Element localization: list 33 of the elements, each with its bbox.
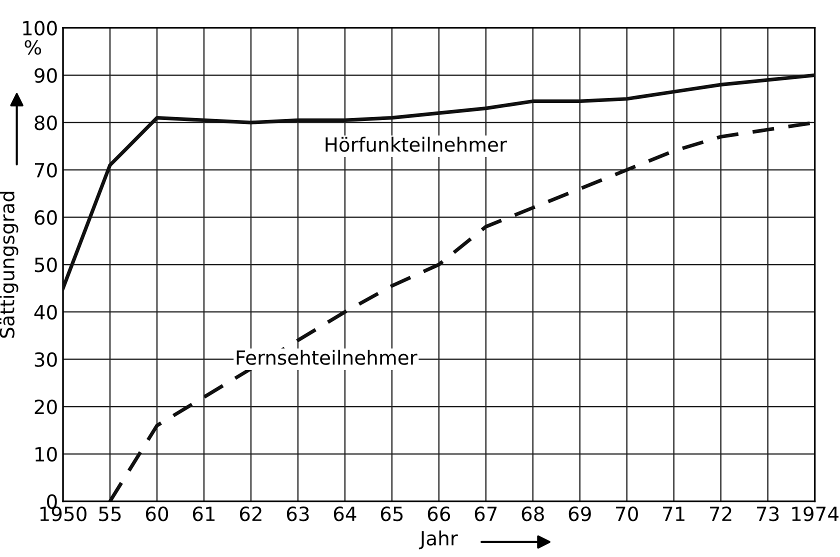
y-tick-label: 30: [34, 352, 57, 367]
x-tick-label: 63: [286, 506, 309, 522]
x-tick-label: 60: [146, 506, 168, 522]
y-tick-label: 70: [34, 162, 57, 178]
y-tick-label: 50: [34, 258, 57, 272]
x-tick-label: 55: [99, 506, 121, 522]
series-label: Hörfunkteilnehmer: [326, 136, 507, 152]
y-tick-label: 10: [36, 446, 57, 462]
y-tick-label: 60: [34, 210, 57, 225]
x-tick-label: 69: [568, 506, 591, 522]
y-tick-label: 100: [23, 20, 57, 36]
x-tick-label: 70: [616, 506, 638, 522]
x-tick-label: 62: [240, 506, 262, 522]
x-tick-label: 71: [663, 506, 684, 521]
y-tick-label: 90: [34, 68, 57, 83]
x-tick-label: 65: [380, 506, 403, 522]
x-tick-label: 66: [428, 506, 450, 522]
x-tick-label: 1974: [792, 506, 838, 522]
y-tick-label: 40: [34, 304, 57, 320]
x-tick-label: 61: [192, 506, 215, 522]
text: %: [24, 40, 42, 55]
y-tick-label: 0: [47, 494, 57, 509]
line-series: [63, 73, 815, 290]
x-tick-label: 72: [710, 506, 732, 521]
x-tick-label: 1950: [40, 506, 86, 522]
x-axis-title: Jahr: [418, 530, 458, 550]
series-label: Fernsehteilnehmer: [236, 350, 418, 365]
x-tick-label: 64: [334, 506, 356, 522]
y-tick-label: 20: [34, 400, 57, 414]
y-tick-label: 80: [34, 115, 57, 130]
x-tick-label: 73: [757, 506, 779, 522]
x-tick-label: 68: [522, 506, 544, 522]
x-tick-label: 67: [474, 506, 497, 522]
